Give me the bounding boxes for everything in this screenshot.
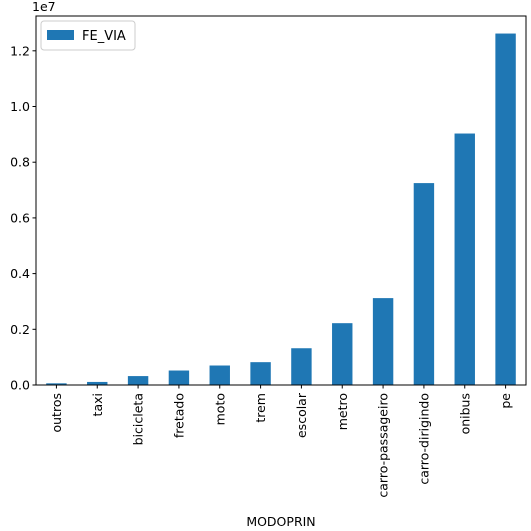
bar-pe [495, 33, 516, 385]
y-tick-label: 1.0 [10, 99, 30, 114]
y-tick-label: 0.2 [10, 322, 30, 337]
y-tick-label: 0.0 [10, 378, 30, 393]
x-tick-label: bicicleta [131, 393, 146, 445]
bar-onibus [454, 133, 475, 385]
x-tick-label: metro [335, 393, 350, 430]
x-tick-label: onibus [457, 393, 472, 434]
y-offset-label: 1e7 [32, 0, 56, 14]
x-tick-label: escolar [294, 392, 309, 438]
x-tick-label: taxi [90, 393, 105, 416]
y-tick-label: 0.4 [10, 266, 30, 281]
x-tick-label: fretado [171, 393, 186, 438]
bar-escolar [291, 348, 312, 385]
legend-box [40, 20, 136, 51]
bar-taxi [87, 381, 108, 385]
y-tick-label: 1.2 [10, 43, 30, 58]
x-tick-label: carro-dirigindo [416, 393, 431, 485]
x-tick-label: outros [49, 393, 64, 433]
y-axis: 0.0 0.2 0.4 0.6 0.8 1.0 1.2 [10, 43, 36, 393]
bar-metro [332, 323, 353, 385]
x-tick-label: moto [212, 393, 227, 425]
x-axis-label: MODOPRIN [246, 514, 315, 529]
bar-carro-passageiro [372, 298, 394, 385]
y-tick-label: 0.6 [10, 210, 30, 225]
bars-group [46, 33, 516, 385]
bar-bicicleta [127, 376, 149, 385]
plot-frame [35, 15, 527, 386]
x-tick-label: trem [253, 393, 268, 423]
bar-carro-dirigindo [413, 183, 435, 385]
x-tick-label: carro-passageiro [376, 393, 391, 498]
bar-fretado [168, 370, 190, 385]
legend-swatch [47, 30, 74, 40]
legend-label: FE_VIA [82, 29, 126, 44]
bar-outros [46, 383, 67, 385]
y-tick-label: 0.8 [10, 155, 30, 170]
bar-trem [250, 362, 271, 385]
legend: FE_VIA [40, 20, 136, 51]
x-tick-label: pe [498, 393, 513, 409]
x-axis: outros taxi bicicleta fretado moto trem escola… [49, 385, 513, 498]
bar-moto [209, 365, 230, 385]
